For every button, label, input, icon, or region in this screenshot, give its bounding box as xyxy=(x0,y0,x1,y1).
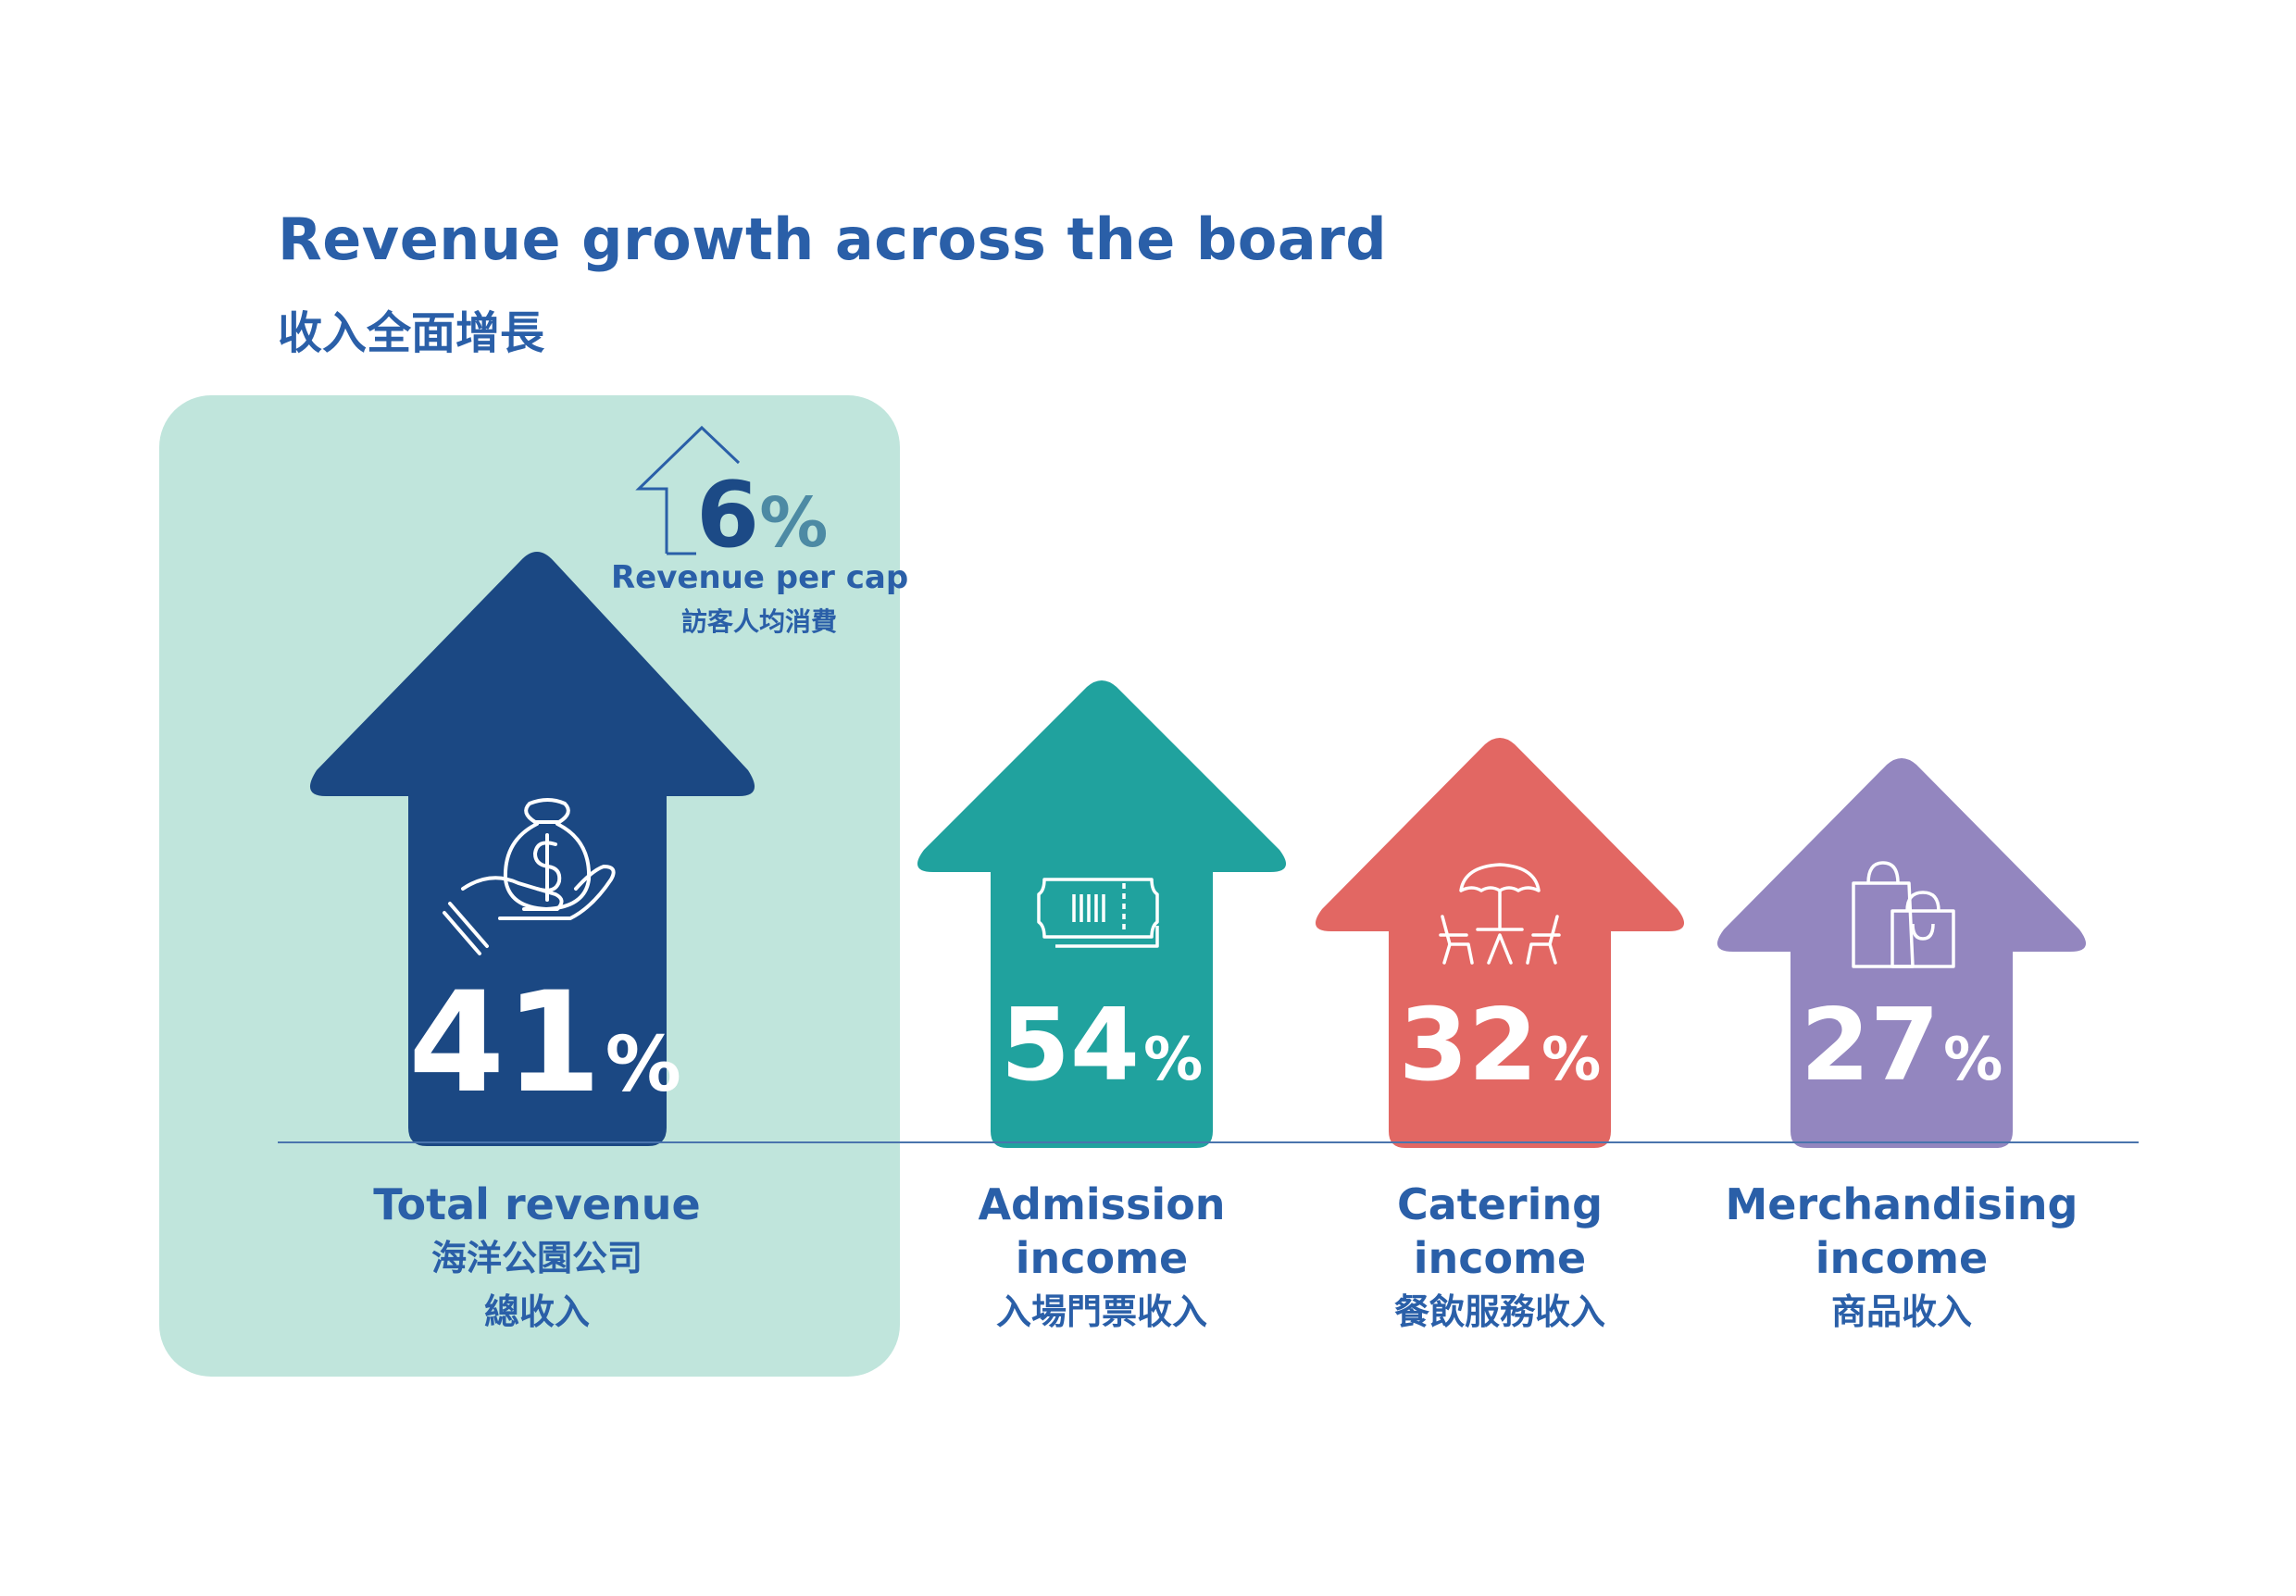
merchandising-unit: % xyxy=(1943,1026,2003,1094)
merchandising-value: 27% xyxy=(1791,996,2013,1096)
total-revenue-label-en: Total revenue xyxy=(373,1179,701,1229)
merchandising-number: 27 xyxy=(1800,988,1940,1103)
merchandising-label: Merchandising income 商品收入 xyxy=(1707,1178,2096,1339)
merchandising-label-zh: 商品收入 xyxy=(1830,1291,1972,1332)
revenue-per-cap-value: 6% xyxy=(696,470,828,561)
total-revenue-arrow xyxy=(309,552,755,1146)
total-revenue-value: 41% xyxy=(408,974,681,1113)
catering-label-en: Catering xyxy=(1396,1179,1603,1229)
catering-value: 32% xyxy=(1389,996,1611,1096)
admission-value: 54% xyxy=(991,996,1213,1096)
revenue-per-cap-number: 6 xyxy=(696,463,760,568)
total-revenue-number: 41 xyxy=(408,963,602,1124)
merchandising-label-en-2: income xyxy=(1815,1233,1989,1283)
merchandising-arrow xyxy=(1716,758,2087,1148)
catering-arrow xyxy=(1315,738,1685,1148)
admission-number: 54 xyxy=(1000,988,1141,1103)
revenue-per-cap-label-zh: 訪客人均消費 xyxy=(680,606,837,637)
admission-label: Admission income 入場門票收入 xyxy=(907,1178,1296,1339)
catering-label-zh: 餐飲服務收入 xyxy=(1393,1291,1605,1332)
chart-title: Revenue growth across the board xyxy=(278,206,1388,273)
merchandising-label-en: Merchandising xyxy=(1725,1179,2078,1229)
total-revenue-label-zh: 海洋公園公司 xyxy=(430,1238,643,1278)
total-revenue-label-zh-2: 總收入 xyxy=(483,1291,590,1332)
admission-unit: % xyxy=(1143,1026,1204,1094)
total-revenue-label: Total revenue 海洋公園公司 總收入 xyxy=(343,1178,731,1339)
revenue-per-cap-unit: % xyxy=(759,483,829,563)
shopping-bag-icon xyxy=(1852,861,1955,968)
revenue-per-cap-label: Revenue per cap xyxy=(611,559,909,596)
admission-label-en: Admission xyxy=(978,1179,1226,1229)
admission-label-zh: 入場門票收入 xyxy=(995,1291,1207,1332)
total-revenue-unit: % xyxy=(605,1021,681,1109)
revenue-per-cap-arrow-icon xyxy=(635,425,741,555)
admission-label-en-2: income xyxy=(1015,1233,1189,1283)
baseline xyxy=(278,1141,2139,1143)
catering-label-en-2: income xyxy=(1413,1233,1587,1283)
catering-number: 32 xyxy=(1398,988,1539,1103)
catering-unit: % xyxy=(1541,1026,1602,1094)
dining-table-icon xyxy=(1439,863,1561,965)
ticket-icon xyxy=(1037,878,1159,948)
admission-arrow xyxy=(917,680,1287,1148)
catering-label: Catering income 餐飲服務收入 xyxy=(1305,1178,1694,1339)
chart-subtitle: 收入全面增長 xyxy=(278,307,545,359)
money-bag-hand-icon xyxy=(443,798,616,955)
